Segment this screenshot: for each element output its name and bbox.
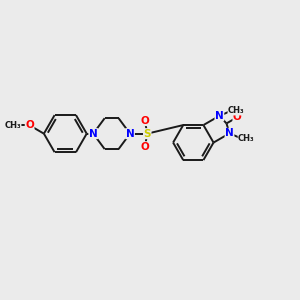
Text: CH₃: CH₃ (228, 106, 244, 115)
Text: O: O (140, 142, 149, 152)
Text: N: N (215, 111, 224, 121)
Text: O: O (140, 116, 149, 126)
Text: O: O (233, 112, 242, 122)
Text: S: S (143, 129, 151, 139)
Text: N: N (126, 129, 134, 139)
Text: N: N (89, 129, 98, 139)
Text: O: O (25, 120, 34, 130)
Text: CH₃: CH₃ (238, 134, 255, 143)
Text: CH₃: CH₃ (4, 121, 21, 130)
Text: N: N (225, 128, 234, 138)
